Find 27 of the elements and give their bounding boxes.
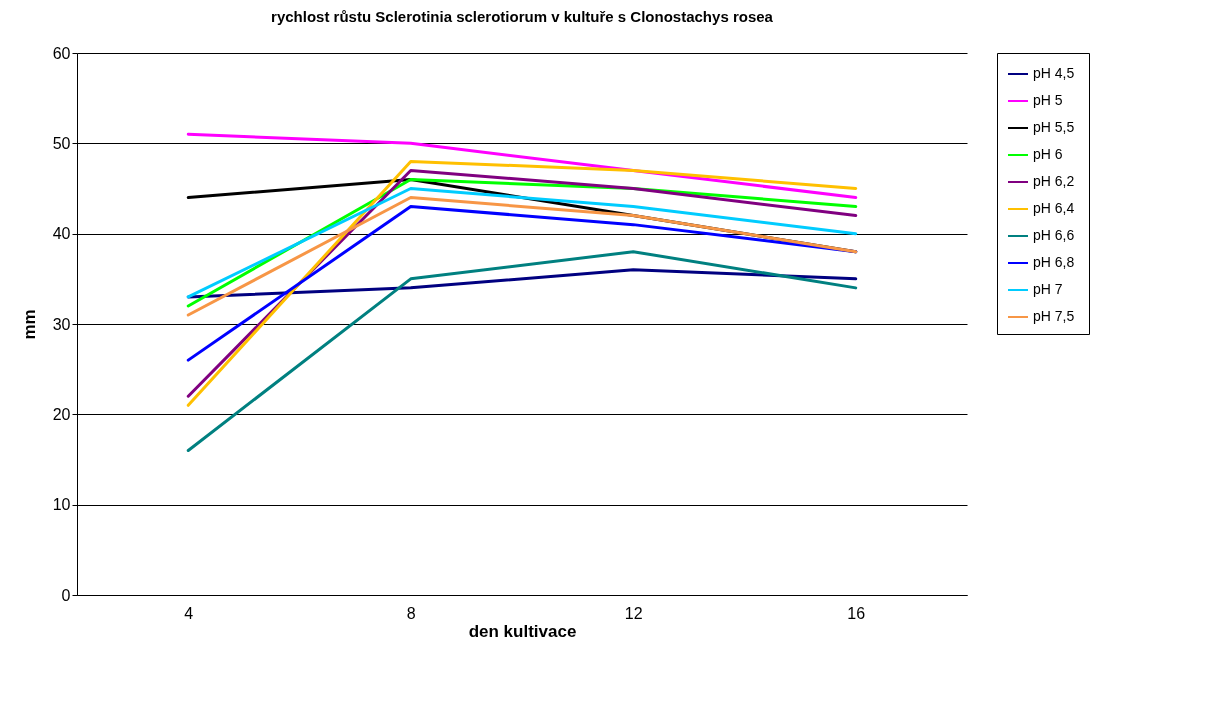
legend-label: pH 6,4 xyxy=(1033,200,1075,216)
y-tick-label: 0 xyxy=(61,586,71,604)
legend-label: pH 5,5 xyxy=(1033,119,1075,135)
y-tick-label: 10 xyxy=(52,496,71,514)
x-tick-label: 12 xyxy=(624,604,643,622)
line-series xyxy=(186,132,858,200)
legend-label: pH 6,8 xyxy=(1033,254,1075,270)
y-tick-label: 30 xyxy=(52,315,71,333)
legend-label: pH 6,2 xyxy=(1033,173,1075,189)
y-tick-label: 60 xyxy=(52,44,71,62)
x-tick-label: 16 xyxy=(847,604,866,622)
y-tick-label: 20 xyxy=(52,405,71,423)
chart-title: rychlost růstu Sclerotinia sclerotiorum v kultuře s Clonostachys rosea xyxy=(271,8,774,25)
legend-label: pH 6,6 xyxy=(1033,227,1075,243)
legend-label: pH 6 xyxy=(1033,146,1063,162)
x-tick-label: 4 xyxy=(184,604,194,622)
y-axis-title: mm xyxy=(19,309,39,340)
line-series xyxy=(186,250,858,452)
y-tick-label: 40 xyxy=(52,225,71,243)
x-axis-title: den kultivace xyxy=(468,621,577,641)
x-tick-label: 8 xyxy=(406,604,416,622)
legend-label: pH 4,5 xyxy=(1033,65,1075,81)
y-tick-label: 50 xyxy=(52,134,71,152)
legend-label: pH 5 xyxy=(1033,92,1063,108)
line-series xyxy=(186,196,858,317)
legend-label: pH 7,5 xyxy=(1033,308,1075,324)
legend-label: pH 7 xyxy=(1033,281,1063,297)
